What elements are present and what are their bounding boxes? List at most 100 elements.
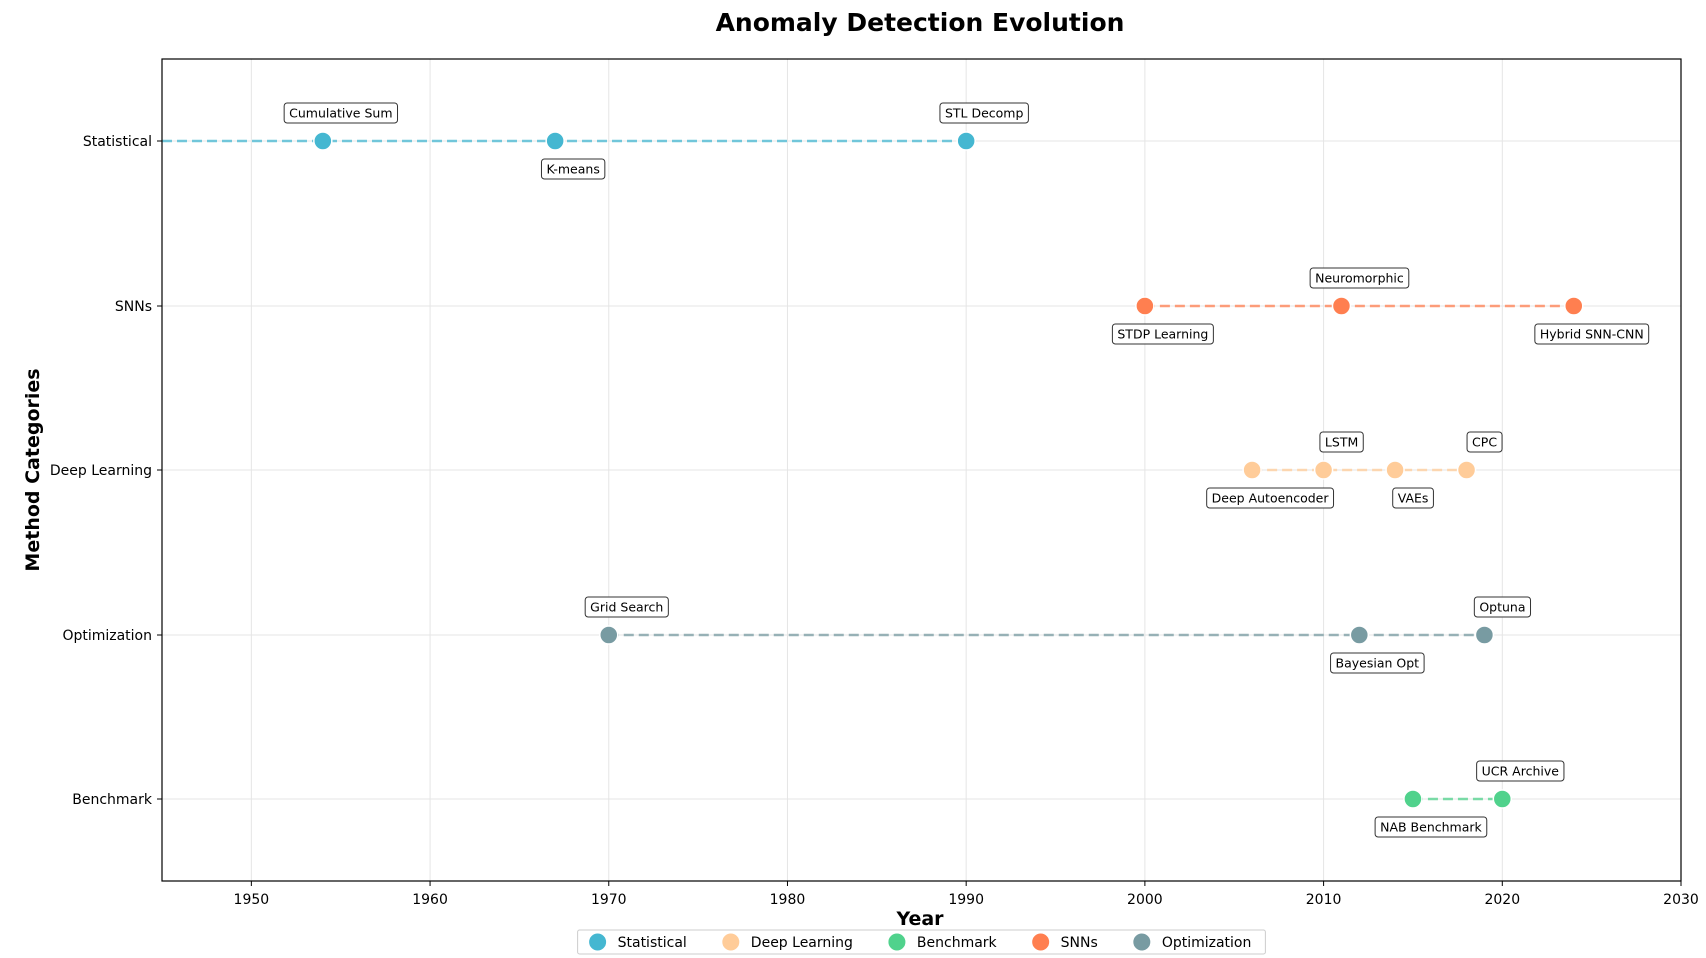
point-label: Neuromorphic <box>1309 267 1410 289</box>
point-label-text: VAEs <box>1398 491 1429 506</box>
point-label: K-means <box>540 158 606 180</box>
data-point <box>1456 460 1477 480</box>
data-point <box>545 131 565 151</box>
data-point <box>1331 296 1352 316</box>
legend-item: Deep Learning <box>721 932 853 952</box>
data-point <box>1242 460 1262 480</box>
point-label-box <box>1473 596 1532 618</box>
point-label-text: STL Decomp <box>945 106 1024 121</box>
x-tick-label: 1950 <box>234 892 270 908</box>
point-label: CPC <box>1466 431 1503 453</box>
point-label-box <box>939 102 1029 124</box>
point-label-box <box>584 596 669 618</box>
point-label-text: STDP Learning <box>1117 327 1208 342</box>
point-labels: Cumulative Sum K-means STL Decomp STDP Lear… <box>283 102 1650 838</box>
series-lines <box>162 139 1574 801</box>
point-label-box <box>1319 431 1364 453</box>
point-label: NAB Benchmark <box>1374 816 1488 838</box>
point-label-box <box>1534 323 1650 345</box>
point-label-text: K-means <box>546 162 599 177</box>
y-tick-label: Optimization <box>62 628 152 644</box>
point-label: Deep Autoencoder <box>1206 487 1335 509</box>
x-tick-label: 2020 <box>1484 892 1520 908</box>
data-point <box>1349 625 1370 645</box>
point-label: Hybrid SNN-CNN <box>1534 323 1650 345</box>
data-point <box>1135 296 1155 316</box>
legend-marker <box>588 932 608 952</box>
legend-frame <box>577 929 1266 955</box>
y-axis-ticks: Statistical SNNs Deep Learning Optimization… <box>50 134 162 808</box>
legend-label: Optimization <box>1162 935 1252 951</box>
legend-marker <box>1132 932 1152 952</box>
x-axis-ticks: 1950 1960 1970 1980 1990 2000 2010 2020 2030 <box>234 881 1699 908</box>
legend-label: SNNs <box>1061 935 1098 951</box>
point-label-box <box>1392 487 1434 509</box>
point-label-text: Neuromorphic <box>1315 271 1404 286</box>
x-tick-label: 2030 <box>1663 892 1699 908</box>
data-point <box>1492 789 1513 809</box>
data-point <box>1564 296 1584 316</box>
point-label-box <box>1206 487 1335 509</box>
point-label-text: Hybrid SNN-CNN <box>1540 327 1644 342</box>
point-label: Cumulative Sum <box>283 102 399 124</box>
legend-item: Benchmark <box>887 932 998 952</box>
legend-item: Statistical <box>588 932 687 952</box>
y-tick-label: Deep Learning <box>50 463 152 479</box>
y-tick-label: SNNs <box>115 299 152 315</box>
point-label-box <box>1111 323 1214 345</box>
point-label-text: LSTM <box>1325 435 1358 450</box>
x-axis-label: Year <box>895 908 944 930</box>
point-label-text: Bayesian Opt <box>1336 656 1420 671</box>
point-label-text: CPC <box>1472 435 1497 450</box>
y-axis-label: Method Categories <box>22 368 44 571</box>
legend-label: Statistical <box>618 935 687 951</box>
legend-item: Optimization <box>1132 932 1252 952</box>
point-label: STL Decomp <box>939 102 1029 124</box>
data-point <box>599 625 619 645</box>
legend-marker <box>887 932 907 952</box>
point-label: UCR Archive <box>1476 760 1565 782</box>
data-point <box>1474 625 1495 645</box>
data-point <box>1313 460 1334 480</box>
point-label-box <box>540 158 606 180</box>
x-tick-label: 1990 <box>948 892 984 908</box>
point-label: Bayesian Opt <box>1330 652 1425 674</box>
point-label: VAEs <box>1392 487 1434 509</box>
point-label-text: Cumulative Sum <box>289 106 392 121</box>
point-label: Optuna <box>1473 596 1532 618</box>
point-label: STDP Learning <box>1111 323 1214 345</box>
point-label-box <box>1466 431 1503 453</box>
point-label: LSTM <box>1319 431 1364 453</box>
legend: Statistical Deep Learning Benchmark SNNs Opt… <box>577 929 1266 955</box>
legend-label: Deep Learning <box>751 935 853 951</box>
y-tick-label: Statistical <box>83 134 152 150</box>
legend-label: Benchmark <box>917 935 998 951</box>
x-tick-label: 1970 <box>591 892 627 908</box>
legend-items: Statistical Deep Learning Benchmark SNNs Opt… <box>588 932 1252 952</box>
data-point <box>1403 789 1423 809</box>
point-label-text: Grid Search <box>590 600 663 615</box>
legend-marker <box>1031 932 1051 952</box>
point-label: Grid Search <box>584 596 669 618</box>
chart-title: Anomaly Detection Evolution <box>716 8 1125 37</box>
point-label-box <box>283 102 399 124</box>
x-tick-label: 1960 <box>412 892 448 908</box>
legend-item: SNNs <box>1031 932 1098 952</box>
y-tick-label: Benchmark <box>72 792 153 808</box>
data-point <box>1385 460 1405 480</box>
point-label-box <box>1309 267 1410 289</box>
point-label-text: Deep Autoencoder <box>1212 491 1330 506</box>
point-label-text: UCR Archive <box>1482 764 1560 779</box>
x-tick-label: 1980 <box>770 892 806 908</box>
legend-marker <box>721 932 741 952</box>
data-point <box>313 131 333 151</box>
data-point <box>956 131 976 151</box>
point-label-text: NAB Benchmark <box>1380 820 1482 835</box>
point-label-text: Optuna <box>1479 600 1525 615</box>
x-tick-label: 2000 <box>1127 892 1163 908</box>
point-label-box <box>1330 652 1425 674</box>
data-points <box>313 131 1584 809</box>
point-label-box <box>1476 760 1565 782</box>
